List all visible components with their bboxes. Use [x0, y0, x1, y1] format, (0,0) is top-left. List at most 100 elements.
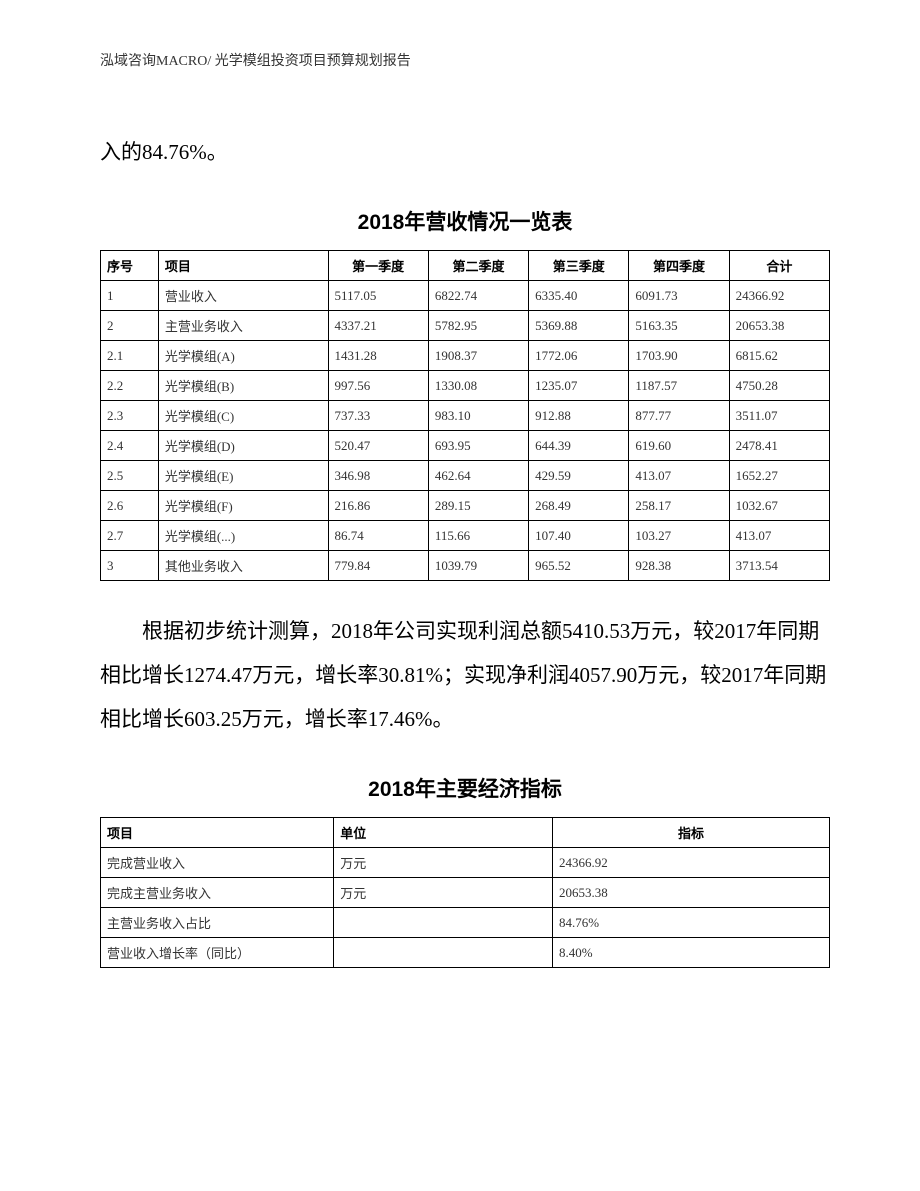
cell: 928.38 — [629, 551, 729, 581]
table-row: 营业收入增长率（同比） 8.40% — [101, 938, 830, 968]
cell: 1187.57 — [629, 371, 729, 401]
cell: 光学模组(F) — [158, 491, 328, 521]
cell: 20653.38 — [729, 311, 829, 341]
table-row: 2.2 光学模组(B) 997.56 1330.08 1235.07 1187.… — [101, 371, 830, 401]
cell: 1652.27 — [729, 461, 829, 491]
table2-title: 2018年主要经济指标 — [100, 773, 830, 803]
cell: 5163.35 — [629, 311, 729, 341]
cell: 1235.07 — [529, 371, 629, 401]
indicator-table: 项目 单位 指标 完成营业收入 万元 24366.92 完成主营业务收入 万元 … — [100, 817, 830, 968]
cell: 完成主营业务收入 — [101, 878, 334, 908]
cell: 6091.73 — [629, 281, 729, 311]
cell: 1 — [101, 281, 159, 311]
col-q3: 第三季度 — [529, 251, 629, 281]
table-row: 2.3 光学模组(C) 737.33 983.10 912.88 877.77 … — [101, 401, 830, 431]
cell: 主营业务收入 — [158, 311, 328, 341]
cell: 6822.74 — [428, 281, 528, 311]
table-header-row: 项目 单位 指标 — [101, 818, 830, 848]
cell: 1703.90 — [629, 341, 729, 371]
cell: 1039.79 — [428, 551, 528, 581]
cell: 营业收入增长率（同比） — [101, 938, 334, 968]
cell: 107.40 — [529, 521, 629, 551]
cell: 912.88 — [529, 401, 629, 431]
cell: 737.33 — [328, 401, 428, 431]
cell: 万元 — [334, 878, 553, 908]
cell — [334, 938, 553, 968]
cell: 520.47 — [328, 431, 428, 461]
cell: 2.3 — [101, 401, 159, 431]
cell: 1330.08 — [428, 371, 528, 401]
cell: 965.52 — [529, 551, 629, 581]
cell: 营业收入 — [158, 281, 328, 311]
paragraph-analysis: 根据初步统计测算，2018年公司实现利润总额5410.53万元，较2017年同期… — [100, 609, 830, 741]
cell: 779.84 — [328, 551, 428, 581]
cell: 693.95 — [428, 431, 528, 461]
table-row: 2.4 光学模组(D) 520.47 693.95 644.39 619.60 … — [101, 431, 830, 461]
col-item: 项目 — [101, 818, 334, 848]
cell: 115.66 — [428, 521, 528, 551]
cell: 3 — [101, 551, 159, 581]
table-row: 完成营业收入 万元 24366.92 — [101, 848, 830, 878]
cell: 4750.28 — [729, 371, 829, 401]
cell: 8.40% — [552, 938, 829, 968]
cell: 2.7 — [101, 521, 159, 551]
cell: 5369.88 — [529, 311, 629, 341]
table-row: 2.1 光学模组(A) 1431.28 1908.37 1772.06 1703… — [101, 341, 830, 371]
cell: 24366.92 — [729, 281, 829, 311]
cell: 24366.92 — [552, 848, 829, 878]
col-seq: 序号 — [101, 251, 159, 281]
cell: 413.07 — [729, 521, 829, 551]
col-item: 项目 — [158, 251, 328, 281]
cell: 光学模组(A) — [158, 341, 328, 371]
cell: 877.77 — [629, 401, 729, 431]
cell: 268.49 — [529, 491, 629, 521]
cell: 2.4 — [101, 431, 159, 461]
table-row: 2.5 光学模组(E) 346.98 462.64 429.59 413.07 … — [101, 461, 830, 491]
cell: 619.60 — [629, 431, 729, 461]
table-row: 完成主营业务收入 万元 20653.38 — [101, 878, 830, 908]
table-row: 主营业务收入占比 84.76% — [101, 908, 830, 938]
cell: 346.98 — [328, 461, 428, 491]
cell: 2.2 — [101, 371, 159, 401]
cell: 5117.05 — [328, 281, 428, 311]
cell: 3511.07 — [729, 401, 829, 431]
cell: 万元 — [334, 848, 553, 878]
col-unit: 单位 — [334, 818, 553, 848]
cell: 完成营业收入 — [101, 848, 334, 878]
cell: 2478.41 — [729, 431, 829, 461]
cell: 2 — [101, 311, 159, 341]
cell: 84.76% — [552, 908, 829, 938]
col-total: 合计 — [729, 251, 829, 281]
cell: 1431.28 — [328, 341, 428, 371]
table-row: 2.6 光学模组(F) 216.86 289.15 268.49 258.17 … — [101, 491, 830, 521]
cell: 5782.95 — [428, 311, 528, 341]
paragraph-intro: 入的84.76%。 — [100, 130, 830, 174]
cell: 644.39 — [529, 431, 629, 461]
cell: 413.07 — [629, 461, 729, 491]
table1-title: 2018年营收情况一览表 — [100, 206, 830, 236]
revenue-table: 序号 项目 第一季度 第二季度 第三季度 第四季度 合计 1 营业收入 5117… — [100, 250, 830, 581]
table-row: 2 主营业务收入 4337.21 5782.95 5369.88 5163.35… — [101, 311, 830, 341]
cell: 2.6 — [101, 491, 159, 521]
col-q2: 第二季度 — [428, 251, 528, 281]
cell: 2.1 — [101, 341, 159, 371]
table-row: 1 营业收入 5117.05 6822.74 6335.40 6091.73 2… — [101, 281, 830, 311]
cell: 光学模组(...) — [158, 521, 328, 551]
table-header-row: 序号 项目 第一季度 第二季度 第三季度 第四季度 合计 — [101, 251, 830, 281]
cell: 20653.38 — [552, 878, 829, 908]
cell: 429.59 — [529, 461, 629, 491]
cell: 3713.54 — [729, 551, 829, 581]
cell: 4337.21 — [328, 311, 428, 341]
cell: 997.56 — [328, 371, 428, 401]
cell: 2.5 — [101, 461, 159, 491]
cell — [334, 908, 553, 938]
cell: 6335.40 — [529, 281, 629, 311]
cell: 462.64 — [428, 461, 528, 491]
col-q1: 第一季度 — [328, 251, 428, 281]
cell: 103.27 — [629, 521, 729, 551]
cell: 光学模组(B) — [158, 371, 328, 401]
cell: 1772.06 — [529, 341, 629, 371]
table-row: 2.7 光学模组(...) 86.74 115.66 107.40 103.27… — [101, 521, 830, 551]
cell: 主营业务收入占比 — [101, 908, 334, 938]
cell: 1032.67 — [729, 491, 829, 521]
